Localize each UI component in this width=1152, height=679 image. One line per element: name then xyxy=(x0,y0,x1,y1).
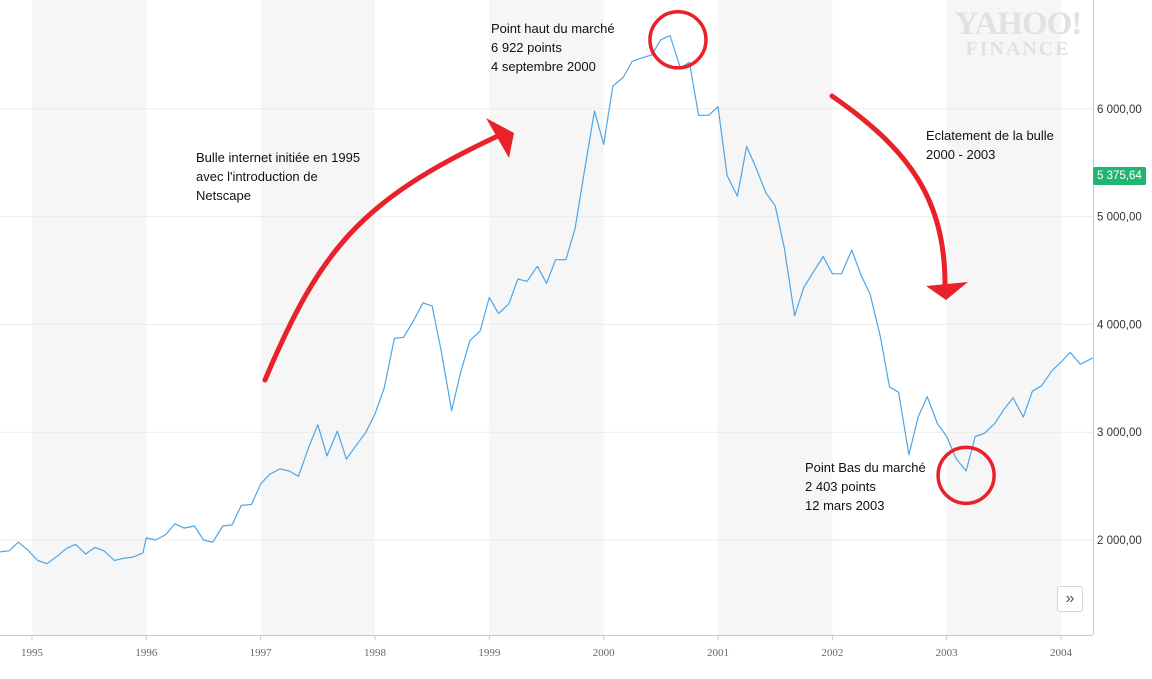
x-tick-label: 1996 xyxy=(135,647,158,659)
high-circle xyxy=(648,10,708,70)
x-tick-label: 1998 xyxy=(364,647,387,659)
annotation-line: 4 septembre 2000 xyxy=(491,59,596,74)
annotation-line: 12 mars 2003 xyxy=(805,498,885,513)
annotation-line: Point haut du marché xyxy=(491,21,615,36)
low-circle xyxy=(936,445,996,506)
year-band xyxy=(717,0,833,635)
year-bands xyxy=(32,0,1061,635)
annotation-line: 2 403 points xyxy=(805,479,876,494)
y-tick-label: 4 000,00 xyxy=(1097,319,1142,331)
y-axis: 2 000,00 3 000,00 4 000,00 5 000,00 6 000,00 xyxy=(1097,104,1142,547)
annotation-line: avec l'introduction de xyxy=(196,169,318,184)
year-band xyxy=(946,0,1061,635)
annotation-arrows xyxy=(262,93,968,383)
annotation-line: Bulle internet initiée en 1995 xyxy=(196,150,361,165)
annotation-bubble-burst: Eclatement de la bulle 2000 - 2003 xyxy=(926,126,1054,164)
x-tick-label: 1995 xyxy=(21,647,44,659)
x-tick-label: 1997 xyxy=(250,647,273,659)
annotation-market-low: Point Bas du marché 2 403 points 12 mars… xyxy=(805,458,926,515)
x-tick-label: 2003 xyxy=(936,647,959,659)
highlight-circles xyxy=(648,10,996,506)
x-tick-label: 2000 xyxy=(593,647,616,659)
watermark-line2: FINANCE xyxy=(965,38,1071,60)
y-tick-label: 3 000,00 xyxy=(1097,427,1142,439)
annotation-line: Point Bas du marché xyxy=(805,460,926,475)
x-tick-label: 1999 xyxy=(478,647,501,659)
annotation-market-high: Point haut du marché 6 922 points 4 sept… xyxy=(491,19,615,76)
y-tick-label: 6 000,00 xyxy=(1097,104,1142,116)
year-band xyxy=(489,0,604,635)
annotation-line: Eclatement de la bulle xyxy=(926,128,1054,143)
annotation-line: Netscape xyxy=(196,188,251,203)
year-band xyxy=(32,0,147,635)
x-tick-label: 2004 xyxy=(1050,647,1073,659)
price-line xyxy=(0,34,1094,565)
arrow-down xyxy=(829,93,948,288)
year-band xyxy=(260,0,376,635)
arrow-up xyxy=(262,132,503,383)
arrow-up-head xyxy=(486,118,514,158)
arrow-down-head xyxy=(926,282,968,300)
x-tick-label: 2001 xyxy=(707,647,729,659)
y-tick-label: 5 000,00 xyxy=(1097,212,1142,224)
last-price-badge: 5 375,64 xyxy=(1093,167,1146,185)
x-tick-label: 2002 xyxy=(821,647,843,659)
gridlines xyxy=(0,0,1094,636)
y-tick-label: 2 000,00 xyxy=(1097,535,1142,547)
watermark-line1: YAHOO! xyxy=(954,6,1083,42)
scroll-forward-button[interactable]: » xyxy=(1057,586,1083,612)
annotation-bubble-start: Bulle internet initiée en 1995 avec l'in… xyxy=(196,148,360,205)
annotation-line: 6 922 points xyxy=(491,40,562,55)
yahoo-finance-watermark: YAHOO! FINANCE xyxy=(948,6,1088,60)
x-axis: 1995 1996 1997 1998 1999 2000 2001 2002 2003 2004 xyxy=(21,635,1072,659)
annotation-line: 2000 - 2003 xyxy=(926,147,996,162)
